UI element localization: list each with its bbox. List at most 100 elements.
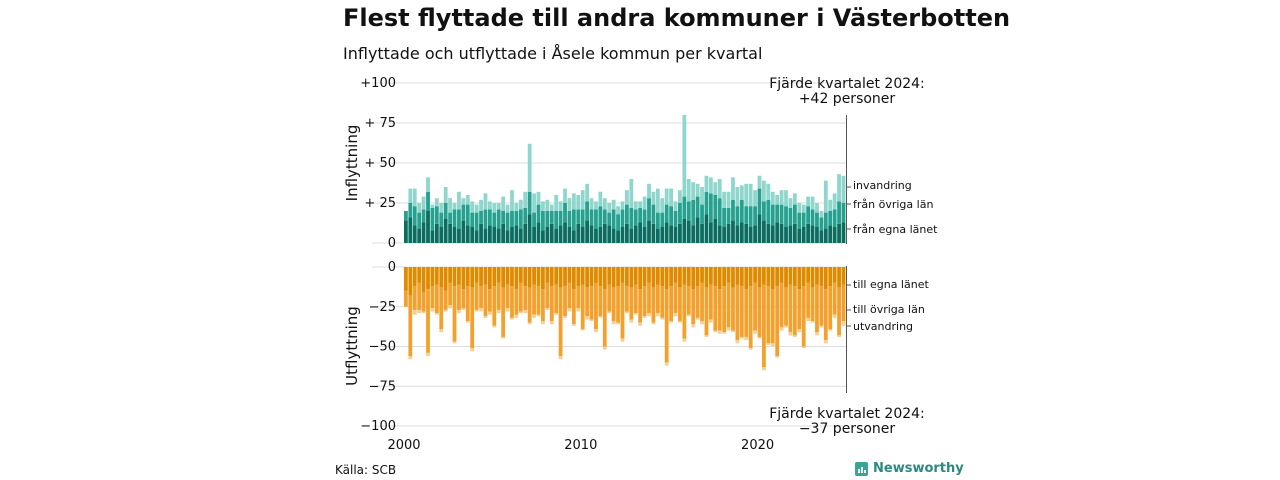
bar-fran-egna-lanet bbox=[779, 223, 784, 243]
bar-fran-egna-lanet bbox=[726, 223, 731, 243]
bar-fran-ovriga-lan bbox=[744, 206, 749, 224]
bar-till-egna-lanet bbox=[452, 267, 457, 287]
bar-fran-ovriga-lan bbox=[841, 203, 846, 223]
bar-invandring bbox=[669, 188, 673, 207]
bar-till-egna-lanet bbox=[779, 267, 784, 283]
bar-invandring bbox=[713, 182, 718, 195]
bar-fran-egna-lanet bbox=[744, 223, 749, 243]
bar-till-ovriga-lan bbox=[496, 282, 501, 310]
bar-invandring bbox=[412, 188, 417, 207]
bar-fran-ovriga-lan bbox=[611, 209, 616, 229]
bar-till-egna-lanet bbox=[660, 267, 665, 287]
bar-fran-egna-lanet bbox=[837, 223, 841, 243]
bar-utvandring bbox=[505, 308, 510, 312]
bar-fran-egna-lanet bbox=[708, 222, 713, 243]
bar-fran-ovriga-lan bbox=[647, 198, 651, 221]
bar-fran-ovriga-lan bbox=[514, 211, 519, 226]
bar-fran-egna-lanet bbox=[563, 222, 567, 243]
upper-y-tick-label: + 75 bbox=[364, 116, 396, 131]
bar-till-ovriga-lan bbox=[594, 282, 598, 330]
bar-till-ovriga-lan bbox=[417, 282, 422, 310]
bar-till-egna-lanet bbox=[828, 267, 833, 287]
bar-till-egna-lanet bbox=[616, 267, 620, 287]
bar-till-ovriga-lan bbox=[501, 287, 506, 337]
bar-invandring bbox=[779, 190, 784, 205]
bar-fran-egna-lanet bbox=[788, 225, 793, 243]
bar-fran-egna-lanet bbox=[660, 227, 665, 243]
bar-fran-egna-lanet bbox=[625, 223, 629, 243]
bar-till-ovriga-lan bbox=[492, 286, 497, 326]
bar-till-egna-lanet bbox=[638, 267, 643, 290]
bar-till-ovriga-lan bbox=[408, 295, 413, 357]
bar-fran-ovriga-lan bbox=[430, 207, 435, 231]
bar-invandring bbox=[518, 199, 523, 210]
bar-till-ovriga-lan bbox=[642, 286, 647, 317]
bar-fran-ovriga-lan bbox=[735, 206, 740, 226]
bar-invandring bbox=[541, 201, 545, 211]
bar-fran-ovriga-lan bbox=[545, 211, 550, 227]
bar-fran-egna-lanet bbox=[753, 225, 757, 243]
bar-till-ovriga-lan bbox=[523, 286, 528, 310]
bar-till-ovriga-lan bbox=[647, 282, 651, 314]
bar-till-egna-lanet bbox=[784, 267, 788, 288]
bar-fran-ovriga-lan bbox=[452, 209, 457, 227]
bar-utvandring bbox=[708, 319, 713, 323]
bar-till-egna-lanet bbox=[664, 267, 669, 290]
bar-fran-ovriga-lan bbox=[426, 191, 430, 211]
bar-invandring bbox=[708, 177, 713, 194]
bar-fran-ovriga-lan bbox=[443, 203, 448, 219]
bar-utvandring bbox=[611, 321, 616, 325]
bar-fran-ovriga-lan bbox=[483, 209, 488, 229]
bar-invandring bbox=[678, 190, 682, 203]
bar-fran-egna-lanet bbox=[704, 214, 709, 243]
bar-till-ovriga-lan bbox=[784, 287, 788, 326]
bar-till-ovriga-lan bbox=[682, 284, 687, 339]
bar-till-egna-lanet bbox=[819, 267, 824, 287]
bar-invandring bbox=[563, 188, 567, 203]
bar-fran-ovriga-lan bbox=[695, 196, 700, 218]
bar-till-ovriga-lan bbox=[580, 284, 585, 330]
bar-fran-ovriga-lan bbox=[505, 212, 510, 231]
bar-till-egna-lanet bbox=[678, 267, 682, 288]
bar-invandring bbox=[439, 203, 444, 213]
bar-invandring bbox=[523, 191, 528, 208]
bar-utvandring bbox=[421, 311, 426, 314]
bar-till-egna-lanet bbox=[695, 267, 700, 287]
bar-till-ovriga-lan bbox=[558, 287, 563, 357]
bar-till-egna-lanet bbox=[792, 267, 797, 287]
bar-fran-ovriga-lan bbox=[408, 203, 413, 218]
bar-till-egna-lanet bbox=[549, 267, 554, 287]
bar-till-ovriga-lan bbox=[554, 284, 559, 314]
bar-fran-ovriga-lan bbox=[669, 206, 673, 226]
bar-till-ovriga-lan bbox=[430, 286, 435, 309]
bar-till-ovriga-lan bbox=[474, 282, 479, 310]
bar-fran-ovriga-lan bbox=[448, 212, 452, 224]
bar-fran-ovriga-lan bbox=[819, 217, 824, 231]
bar-fran-ovriga-lan bbox=[571, 209, 576, 231]
lower-y-tick-label: −50 bbox=[369, 340, 396, 355]
bar-till-egna-lanet bbox=[770, 267, 775, 290]
lower-y-tick-label: −100 bbox=[360, 419, 396, 434]
bar-till-egna-lanet bbox=[492, 267, 497, 287]
bar-fran-ovriga-lan bbox=[598, 206, 603, 227]
brand-logo: Newsworthy bbox=[855, 461, 964, 476]
bar-fran-ovriga-lan bbox=[607, 212, 612, 226]
bar-till-egna-lanet bbox=[757, 267, 762, 288]
bar-invandring bbox=[792, 193, 797, 205]
bar-till-egna-lanet bbox=[669, 267, 673, 287]
bar-invandring bbox=[828, 199, 833, 211]
bar-invandring bbox=[753, 190, 757, 207]
bar-fran-ovriga-lan bbox=[726, 207, 731, 224]
bar-utvandring bbox=[487, 311, 492, 315]
bar-fran-egna-lanet bbox=[673, 227, 678, 243]
bar-invandring bbox=[417, 203, 422, 213]
bar-till-ovriga-lan bbox=[585, 287, 590, 317]
bar-fran-egna-lanet bbox=[457, 228, 461, 243]
bar-fran-ovriga-lan bbox=[625, 204, 629, 224]
bar-fran-egna-lanet bbox=[434, 223, 439, 243]
bar-utvandring bbox=[678, 321, 682, 323]
bar-till-egna-lanet bbox=[775, 267, 780, 287]
bar-till-ovriga-lan bbox=[713, 286, 718, 331]
label-invandring: invandring bbox=[853, 179, 912, 192]
bar-fran-ovriga-lan bbox=[554, 211, 559, 229]
